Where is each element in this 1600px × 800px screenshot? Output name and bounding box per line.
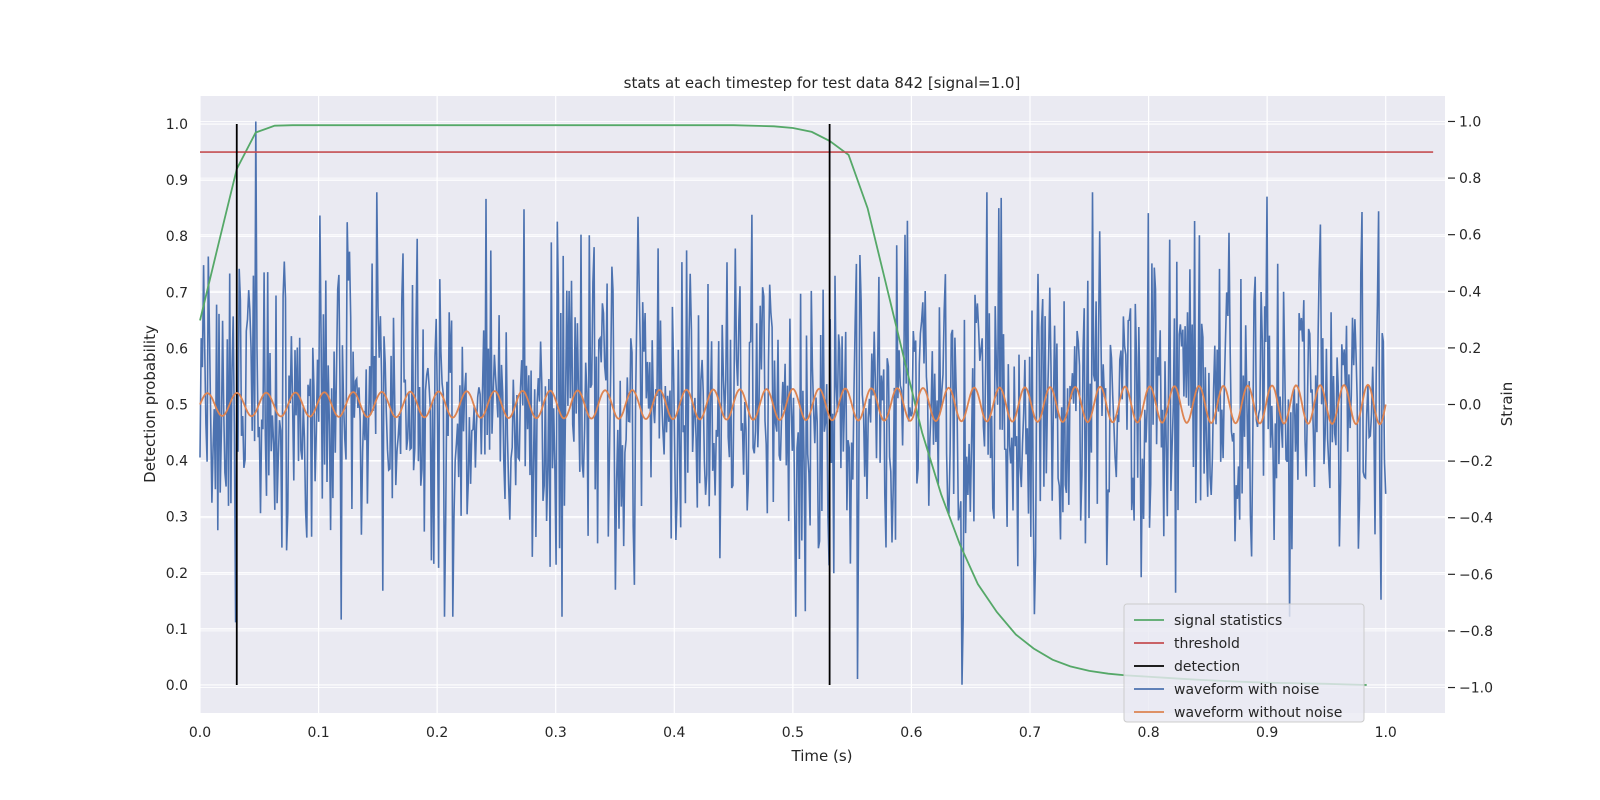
y2-tick-label: −0.4	[1459, 511, 1493, 527]
series-waveform-with-noise	[199, 121, 1387, 685]
y-tick-label: 0.8	[166, 229, 188, 245]
legend-label: signal statistics	[1174, 613, 1282, 629]
x-tick-label: 0.2	[426, 725, 448, 741]
y2-tick-label: 0.8	[1459, 171, 1481, 187]
legend-items: signal statistics threshold detection wavef…	[1134, 613, 1342, 721]
y-tick-label: 0.9	[166, 173, 188, 189]
x-tick-label: 0.1	[307, 725, 329, 741]
y-tick-label: 0.7	[166, 285, 188, 301]
x-tick-label: 0.7	[1019, 725, 1041, 741]
x-axis-title: Time (s)	[791, 747, 853, 765]
x-tick-label: 0.8	[1137, 725, 1159, 741]
y-tick-label: 0.3	[166, 510, 188, 526]
left-y-axis: 0.0 0.1 0.2 0.3 0.4 0.5 0.6 0.7 0.8 0.9 1.0	[166, 117, 188, 694]
legend-label: waveform without noise	[1174, 705, 1342, 721]
x-tick-label: 0.9	[1256, 725, 1278, 741]
x-tick-label: 0.5	[782, 725, 804, 741]
y2-axis-title: Strain	[1498, 382, 1516, 426]
y2-tick-label: −0.6	[1459, 567, 1493, 583]
y-tick-label: 0.4	[166, 454, 188, 470]
right-y-axis: −1.0 −0.8 −0.6 −0.4 −0.2 0.0 0.2 0.4 0.6 0.8 1.0	[1448, 114, 1493, 697]
y2-tick-label: 1.0	[1459, 114, 1481, 130]
y-axis-title: Detection probability	[141, 325, 159, 483]
y-tick-label: 0.2	[166, 566, 188, 582]
x-tick-label: 0.0	[189, 725, 211, 741]
legend-label: threshold	[1174, 636, 1240, 652]
y2-tick-label: 0.4	[1459, 284, 1481, 300]
y-tick-label: 0.6	[166, 341, 188, 357]
legend-box	[1123, 603, 1365, 723]
y-tick-label: 1.0	[166, 117, 188, 133]
grid	[199, 96, 1445, 713]
x-tick-label: 1.0	[1375, 725, 1397, 741]
series-waveform-without-noise	[199, 383, 1387, 426]
legend-label: detection	[1174, 659, 1240, 675]
y2-tick-label: 0.6	[1459, 228, 1481, 244]
y2-tick-label: 0.2	[1459, 341, 1481, 357]
y2-tick-label: −1.0	[1459, 681, 1493, 697]
y-tick-label: 0.0	[166, 678, 188, 694]
y2-tick-label: −0.2	[1459, 454, 1493, 470]
y2-tick-label: −0.8	[1459, 624, 1493, 640]
x-axis: 0.0 0.1 0.2 0.3 0.4 0.5 0.6 0.7 0.8 0.9 1.0	[189, 725, 1397, 741]
x-tick-label: 0.6	[900, 725, 922, 741]
x-tick-label: 0.4	[663, 725, 685, 741]
y2-tick-label: 0.0	[1459, 398, 1481, 414]
x-tick-label: 0.3	[545, 725, 567, 741]
chart-title: stats at each timestep for test data 842…	[624, 74, 1021, 92]
y-tick-label: 0.5	[166, 398, 188, 414]
y-tick-label: 0.1	[166, 622, 188, 638]
legend-label: waveform with noise	[1174, 682, 1319, 698]
legend: signal statistics threshold detection wavef…	[1123, 603, 1365, 723]
